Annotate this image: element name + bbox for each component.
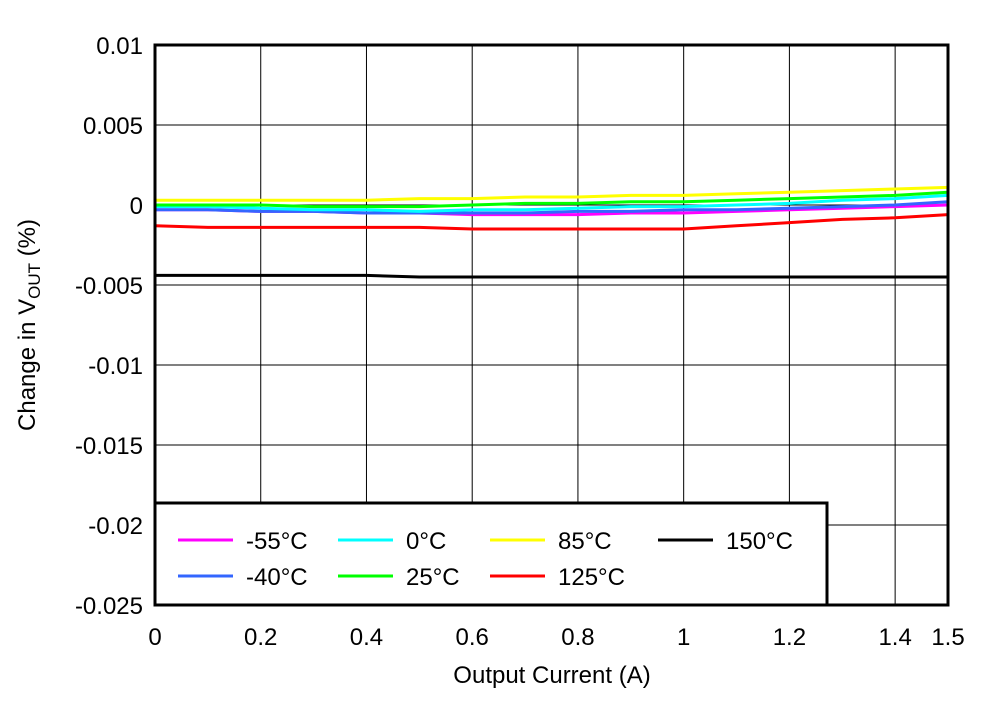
y-tick-label: 0.01 — [96, 33, 143, 60]
legend-label: 0°C — [406, 528, 446, 555]
y-tick-label: -0.015 — [75, 433, 143, 460]
x-axis-label: Output Current (A) — [453, 662, 650, 689]
legend-label: -40°C — [246, 564, 308, 591]
y-tick-label: -0.02 — [88, 513, 143, 540]
legend-label: 25°C — [406, 564, 460, 591]
series-lines — [154, 185, 949, 279]
series-line — [155, 273, 948, 279]
x-tick-label: 1.2 — [773, 624, 806, 651]
y-tick-label: 0 — [130, 193, 143, 220]
series-line — [155, 200, 949, 215]
y-tick-label: -0.005 — [75, 273, 143, 300]
x-tick-label: 0.2 — [244, 624, 277, 651]
legend-label: -55°C — [246, 528, 308, 555]
tick-labels: 0 0.2 0.4 0.6 0.8 1 1.2 1.4 1.5 0.01 0.005 0 -0.005 -… — [75, 33, 965, 651]
legend-label: 150°C — [726, 528, 793, 555]
series-line — [155, 193, 949, 213]
y-tick-label: -0.025 — [75, 593, 143, 620]
x-tick-label: 0.6 — [456, 624, 489, 651]
x-tick-label: 1.4 — [878, 624, 911, 651]
x-tick-label: 1.5 — [931, 624, 964, 651]
x-tick-label: 1 — [677, 624, 690, 651]
legend-label: 125°C — [558, 564, 625, 591]
series-line — [155, 190, 949, 209]
legend-label: 85°C — [558, 528, 612, 555]
series-line — [154, 213, 949, 231]
x-tick-label: 0.4 — [350, 624, 383, 651]
x-tick-label: 0 — [148, 624, 161, 651]
legend: -55°C -40°C 0°C 25°C 85°C 125°C 150°C — [153, 501, 829, 607]
series-line — [155, 185, 949, 202]
y-axis-label: Change in VOUT (%) — [14, 219, 44, 431]
y-tick-label: 0.005 — [83, 113, 143, 140]
legend-box — [153, 501, 829, 607]
y-tick-label: -0.01 — [88, 353, 143, 380]
x-tick-label: 0.8 — [561, 624, 594, 651]
